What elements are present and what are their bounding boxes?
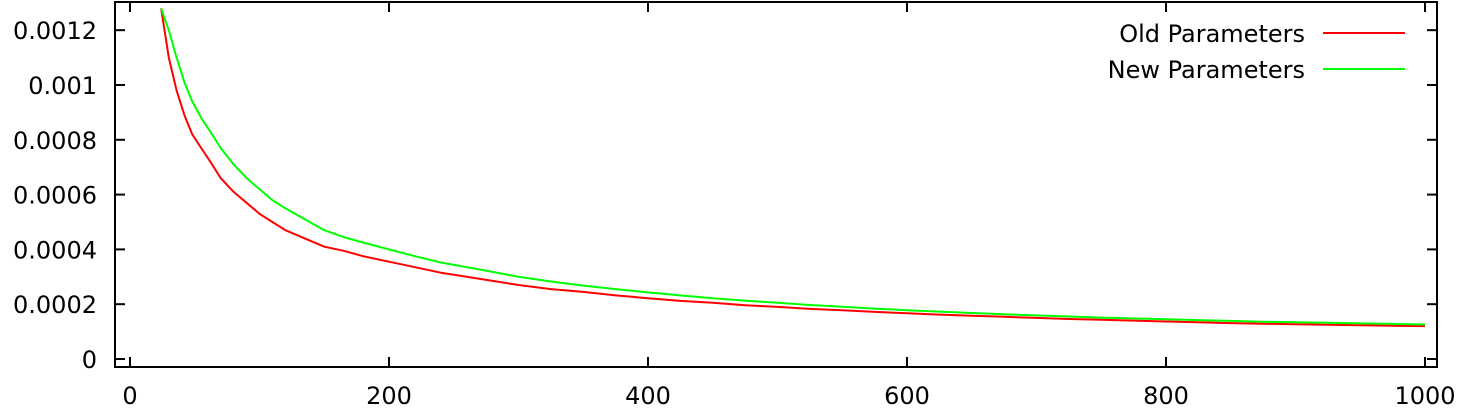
series-line-new-parameters — [160, 7, 1426, 326]
x-tick-label: 600 — [884, 382, 930, 410]
ticks-layer: 0 200 400 600 800 1000 0 0.0002 0.0004 0.0006 0.00… — [13, 2, 1456, 410]
legend: Old Parameters New Parameters — [1108, 20, 1405, 84]
legend-label: New Parameters — [1108, 56, 1305, 84]
y-tick-label: 0.0012 — [13, 17, 97, 45]
series-line-old-parameters — [160, 8, 1426, 328]
x-tick-label: 1000 — [1394, 382, 1455, 410]
y-tick-label: 0.0002 — [13, 291, 97, 319]
series-layer — [160, 7, 1426, 328]
y-tick-label: 0.0004 — [13, 236, 97, 264]
y-tick-label: 0 — [82, 346, 97, 374]
y-tick-label: 0.001 — [28, 72, 97, 100]
x-tick-label: 400 — [625, 382, 671, 410]
y-tick-label: 0.0008 — [13, 127, 97, 155]
plot-frame — [114, 1, 1438, 368]
legend-label: Old Parameters — [1119, 20, 1305, 48]
x-tick-label: 800 — [1143, 382, 1189, 410]
x-tick-label: 200 — [366, 382, 412, 410]
x-tick-label: 0 — [122, 382, 137, 410]
y-tick-label: 0.0006 — [13, 182, 97, 210]
